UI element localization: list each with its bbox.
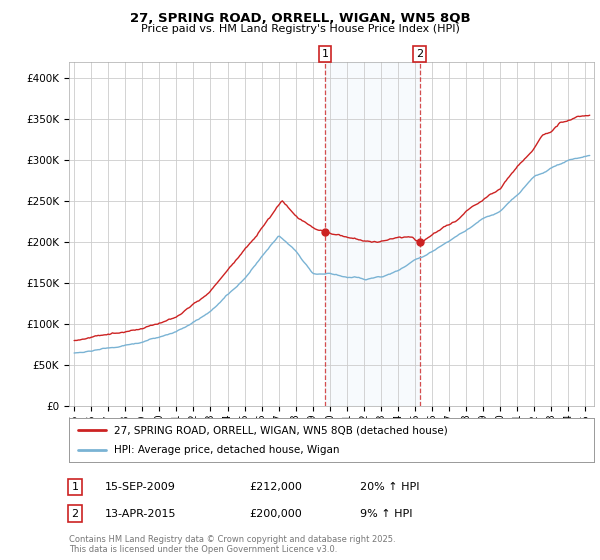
Text: HPI: Average price, detached house, Wigan: HPI: Average price, detached house, Wiga… bbox=[113, 445, 339, 455]
Text: 27, SPRING ROAD, ORRELL, WIGAN, WN5 8QB: 27, SPRING ROAD, ORRELL, WIGAN, WN5 8QB bbox=[130, 12, 470, 25]
Text: £200,000: £200,000 bbox=[249, 508, 302, 519]
Text: 2: 2 bbox=[71, 508, 79, 519]
Text: 27, SPRING ROAD, ORRELL, WIGAN, WN5 8QB (detached house): 27, SPRING ROAD, ORRELL, WIGAN, WN5 8QB … bbox=[113, 425, 448, 435]
Text: Price paid vs. HM Land Registry's House Price Index (HPI): Price paid vs. HM Land Registry's House … bbox=[140, 24, 460, 34]
Text: £212,000: £212,000 bbox=[249, 482, 302, 492]
Text: Contains HM Land Registry data © Crown copyright and database right 2025.
This d: Contains HM Land Registry data © Crown c… bbox=[69, 535, 395, 554]
Text: 9% ↑ HPI: 9% ↑ HPI bbox=[360, 508, 413, 519]
Bar bbox=[325, 62, 420, 406]
Text: 15-SEP-2009: 15-SEP-2009 bbox=[105, 482, 176, 492]
Text: 1: 1 bbox=[322, 49, 328, 59]
Text: 13-APR-2015: 13-APR-2015 bbox=[105, 508, 176, 519]
Text: 1: 1 bbox=[71, 482, 79, 492]
Text: 20% ↑ HPI: 20% ↑ HPI bbox=[360, 482, 419, 492]
Text: 2: 2 bbox=[416, 49, 424, 59]
